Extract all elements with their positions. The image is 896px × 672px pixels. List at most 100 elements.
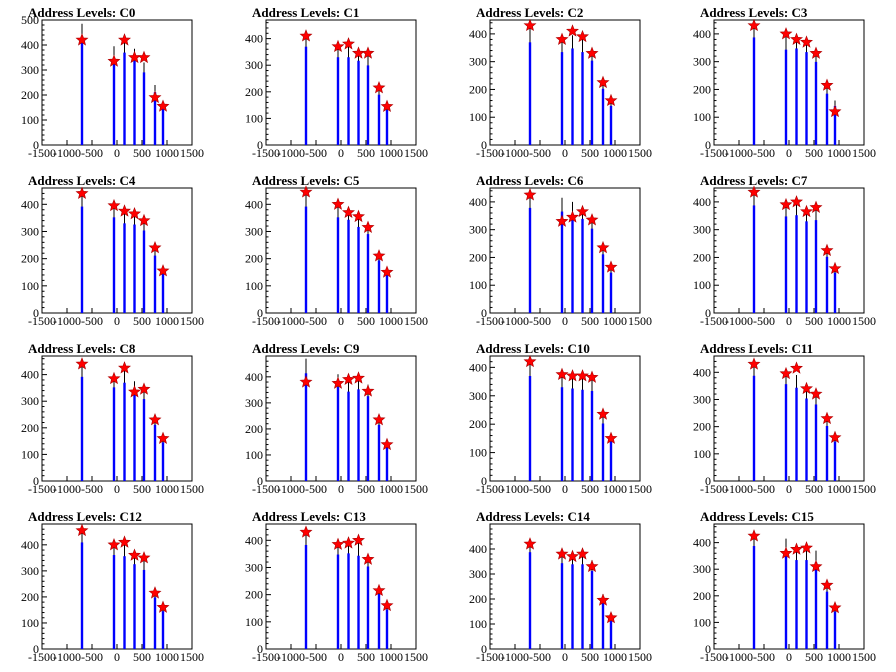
y-tick-label: 300 [469, 567, 487, 581]
peak-marker [107, 371, 121, 385]
chart-panel: Address Levels: C4 0 100 200 300 400 -1500-100… [21, 173, 204, 328]
histogram-bar [601, 423, 605, 481]
x-tick-label: 0 [562, 314, 568, 328]
peak-marker [331, 376, 345, 389]
y-tick-label: 200 [469, 592, 487, 606]
y-tick-label: 0 [33, 306, 39, 320]
histogram-bar [825, 591, 829, 649]
x-tick-label: -1500 [28, 482, 56, 496]
histogram-bar [133, 60, 136, 145]
chart-title: Address Levels: C11 [700, 341, 813, 356]
x-tick-label: -1000 [277, 650, 305, 664]
peak-marker [523, 188, 537, 201]
peak-marker [361, 552, 375, 565]
peak-marker [555, 214, 569, 227]
x-tick-label: 1000 [827, 314, 851, 328]
x-tick-label: -1500 [476, 146, 504, 160]
histogram-bar [571, 564, 574, 649]
x-tick-label: 0 [338, 314, 344, 328]
plot-frame [713, 355, 865, 482]
chart-title: Address Levels: C14 [476, 509, 590, 524]
chart-title: Address Levels: C13 [252, 509, 366, 524]
peak-marker [779, 27, 793, 40]
x-tick-label: 500 [133, 482, 151, 496]
chart-title: Address Levels: C12 [28, 509, 142, 524]
histogram-bar [814, 562, 818, 649]
peak-marker [107, 537, 121, 551]
histogram-bar [366, 566, 370, 649]
y-tick-label: 0 [257, 306, 263, 320]
y-tick-label: 200 [693, 420, 711, 434]
histogram-bar [825, 93, 829, 145]
peak-marker [118, 33, 131, 46]
x-tick-label: -500 [305, 650, 327, 664]
peak-marker [596, 75, 610, 89]
peak-marker [566, 549, 579, 563]
histogram-bar [601, 88, 605, 145]
histogram-bar [805, 398, 808, 481]
x-tick-label: 1500 [404, 314, 428, 328]
x-tick-label: -1000 [501, 482, 529, 496]
chart-panel: Address Levels: C15 0 100 200 300 400 -1500-10… [693, 509, 876, 664]
y-tick-label: 300 [245, 58, 263, 72]
peak-marker [779, 366, 793, 380]
histogram-bar [609, 617, 613, 649]
x-tick-label: -500 [753, 146, 775, 160]
chart-panel: Address Levels: C10 0 100 200 300 400 -1500-10… [469, 341, 652, 496]
histogram-bar [590, 391, 594, 481]
y-tick-label: 500 [21, 13, 39, 27]
histogram-bar [609, 441, 613, 481]
y-tick-label: 0 [257, 474, 263, 488]
x-tick-label: 1500 [404, 650, 428, 664]
peak-marker [523, 354, 537, 368]
peak-marker [137, 551, 151, 564]
x-tick-label: 1500 [180, 650, 204, 664]
x-tick-label: -1500 [28, 146, 56, 160]
plot-frame [265, 355, 417, 482]
x-tick-label: -500 [81, 314, 103, 328]
y-tick-label: 300 [245, 396, 263, 410]
x-tick-label: 1000 [155, 314, 179, 328]
histogram-bar [366, 234, 370, 313]
chart-panel: Address Levels: C8 0 100 200 300 400 -1500-100… [21, 341, 204, 496]
chart-panel: Address Levels: C7 0 100 200 300 400 -1500-100… [693, 173, 876, 328]
peak-marker [747, 18, 761, 32]
x-tick-label: -1000 [53, 482, 81, 496]
peak-marker [128, 385, 141, 398]
peak-marker [820, 578, 834, 591]
y-tick-label: 0 [705, 138, 711, 152]
x-tick-label: 1500 [852, 482, 876, 496]
x-tick-label: 500 [357, 650, 375, 664]
histogram-bar [153, 424, 157, 481]
x-tick-label: -1500 [28, 314, 56, 328]
peak-marker [585, 559, 599, 573]
histogram-bar [528, 552, 532, 649]
peak-marker [380, 437, 394, 451]
chart-panel: Address Levels: C13 0 100 200 300 400 -1500-10… [245, 509, 428, 664]
peak-marker [342, 205, 355, 218]
peak-marker [828, 430, 842, 444]
x-tick-label: 500 [357, 482, 375, 496]
peak-marker [137, 213, 151, 227]
x-tick-label: 0 [114, 314, 120, 328]
y-tick-label: 400 [245, 370, 263, 384]
histogram-bar [752, 375, 756, 481]
y-tick-label: 300 [693, 223, 711, 237]
x-tick-label: 1500 [852, 314, 876, 328]
peak-marker [156, 431, 170, 444]
x-tick-label: -1500 [476, 314, 504, 328]
histogram-bar [112, 387, 116, 481]
x-tick-label: -1000 [725, 314, 753, 328]
histogram-bar [833, 611, 837, 649]
histogram-bar [784, 49, 788, 145]
x-tick-label: 1000 [827, 482, 851, 496]
histogram-bar [377, 94, 381, 145]
x-tick-label: -1000 [501, 146, 529, 160]
x-tick-label: 1000 [379, 482, 403, 496]
histogram-bar [161, 272, 165, 313]
chart-panel: Address Levels: C1 0 100 200 300 400 -1500-100… [245, 5, 428, 160]
y-tick-label: 400 [245, 197, 263, 211]
histogram-bar [304, 46, 308, 145]
y-tick-label: 300 [245, 560, 263, 574]
y-tick-label: 100 [693, 615, 711, 629]
